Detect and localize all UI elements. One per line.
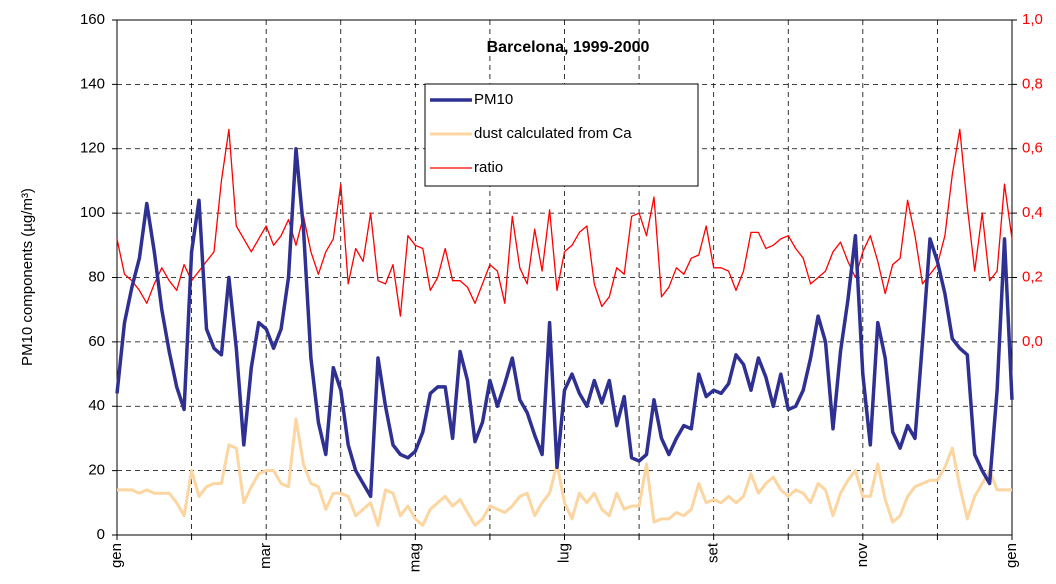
y-tick-label: 160 [80,11,105,28]
legend: PM10 dust calculated from Ca ratio [424,83,699,187]
x-tick-label: set [705,542,722,563]
y-axis-label: PM10 components (µg/m³) [19,188,36,366]
x-tick-label: gen [1003,543,1020,568]
y-tick-label: 100 [80,204,105,221]
y-tick-label: 20 [88,462,105,479]
y2-tick-label: 0,6 [1022,140,1043,157]
series-line [117,417,1012,527]
chart-title: Barcelona, 1999-2000 [487,39,650,56]
x-tick-label: lug [555,543,572,563]
y2-tick-label: 0,0 [1022,333,1043,350]
y2-tick-label: 1,0 [1022,11,1043,28]
y-tick-label: 0 [97,526,105,543]
y2-tick-label: 0,8 [1022,75,1043,92]
y2-tick-label: 0,4 [1022,204,1043,221]
legend-label: ratio [474,159,503,176]
plot-border [116,19,1013,536]
legend-label: PM10 [474,91,513,108]
x-tick-label: nov [854,543,871,568]
y2-tick-label: 0,2 [1022,268,1043,285]
y-tick-label: 60 [88,333,105,350]
x-tick-label: mar [257,543,274,569]
x-tick-label: mag [406,543,423,572]
y-tick-label: 140 [80,75,105,92]
legend-label: dust calculated from Ca [474,125,632,142]
x-tick-label: gen [108,543,125,568]
y-tick-label: 80 [88,268,105,285]
y-tick-label: 40 [88,397,105,414]
series-line [115,147,1014,499]
y-tick-label: 120 [80,140,105,157]
series-line [116,128,1013,317]
